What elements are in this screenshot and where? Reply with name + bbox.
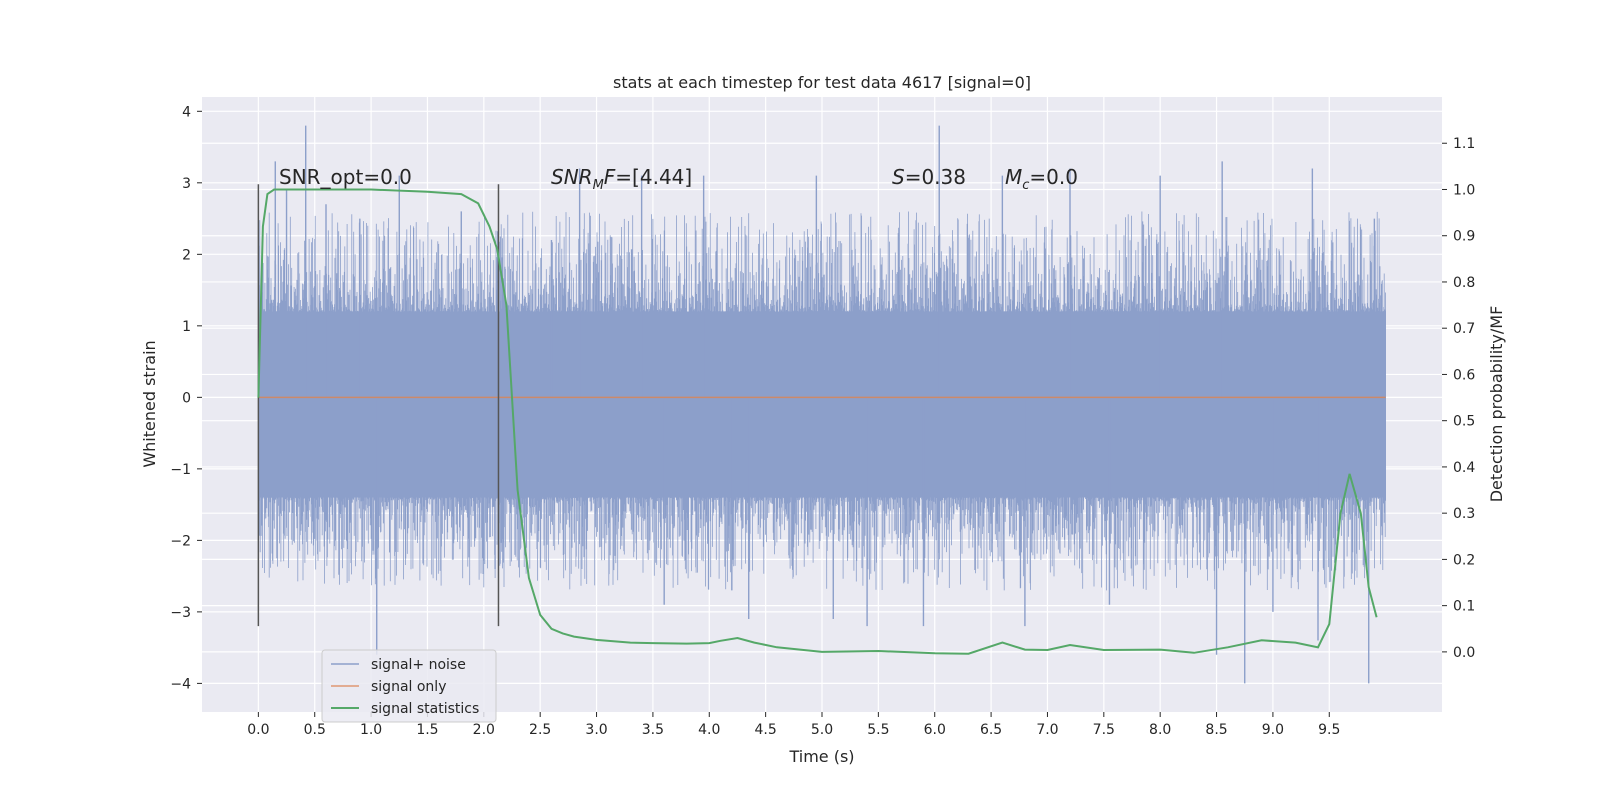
y-right-tick-label: 1.1 — [1453, 136, 1475, 152]
x-tick-label: 0.5 — [304, 722, 326, 738]
y-right-tick-label: 0.7 — [1453, 321, 1475, 337]
x-tick-label: 3.5 — [642, 722, 664, 738]
y-right-tick-label: 0.0 — [1453, 645, 1475, 661]
x-tick-label: 4.5 — [755, 722, 777, 738]
x-tick-label: 8.5 — [1205, 722, 1227, 738]
x-tick-label: 0.0 — [247, 722, 269, 738]
y-right-tick-label: 0.3 — [1453, 506, 1475, 522]
legend-box — [321, 649, 497, 723]
x-tick-label: 7.5 — [1093, 722, 1115, 738]
x-tick-label: 7.0 — [1036, 722, 1058, 738]
chart-title: stats at each timestep for test data 461… — [613, 73, 1031, 92]
data-layer — [257, 125, 1386, 684]
x-tick-label: 4.0 — [698, 722, 720, 738]
x-tick-label: 6.0 — [924, 722, 946, 738]
y-right-tick-label: 0.6 — [1453, 367, 1475, 383]
x-tick-label: 5.5 — [867, 722, 889, 738]
x-tick-label: 2.0 — [473, 722, 495, 738]
annotation-s: S=0.38 — [892, 165, 966, 189]
y-right-tick-label: 0.1 — [1453, 599, 1475, 615]
y-tick-label: 4 — [182, 104, 191, 120]
legend-label-signal-only: signal only — [371, 679, 446, 695]
x-axis-label: Time (s) — [788, 747, 854, 766]
y-tick-label: 3 — [182, 176, 191, 192]
y-right-tick-label: 0.5 — [1453, 414, 1475, 430]
annotation-mc: Mc=0.0 — [1005, 165, 1078, 193]
annotation-snr-mf-value: =[4.44] — [615, 165, 692, 189]
annotation-snr-mf-f: F — [604, 165, 616, 189]
y-axis-right-label: Detection probability/MF — [1487, 306, 1506, 503]
y-right-tick-label: 0.2 — [1453, 552, 1475, 568]
y-tick-label: −3 — [170, 605, 191, 621]
legend-label-signal-noise: signal+ noise — [371, 657, 466, 673]
x-tick-label: 1.5 — [416, 722, 438, 738]
x-tick-label: 5.0 — [811, 722, 833, 738]
y-tick-label: 2 — [182, 247, 191, 263]
x-tick-label: 3.0 — [585, 722, 607, 738]
y-tick-label: −1 — [170, 462, 191, 478]
y-right-tick-label: 0.4 — [1453, 460, 1475, 476]
y-tick-label: −4 — [170, 676, 191, 692]
annotation-snr-mf-subscript: M — [593, 178, 604, 193]
y-tick-label: 0 — [182, 390, 191, 406]
y-axis-label: Whitened strain — [140, 340, 159, 467]
x-tick-label: 8.0 — [1149, 722, 1171, 738]
annotation-mc-subscript: c — [1022, 178, 1029, 193]
x-tick-label: 9.5 — [1318, 722, 1340, 738]
x-tick-label: 2.5 — [529, 722, 551, 738]
tick-marks: 0.0 0.5 1.0 1.5 2.0 2.5 3.0 3.5 4.0 4.5 5.0 5.5 6.0 6… — [170, 104, 1475, 738]
y-tick-label: −2 — [170, 533, 191, 549]
x-tick-label: 1.0 — [360, 722, 382, 738]
signal-statistics-line — [257, 188, 1378, 655]
y-tick-label: 1 — [182, 319, 191, 335]
y-right-tick-label: 1.0 — [1453, 182, 1475, 198]
legend-label-signal-statistics: signal statistics — [371, 701, 479, 717]
annotation-snr-mf: SNRMF=[4.44] — [551, 165, 692, 193]
y-right-tick-label: 0.8 — [1453, 275, 1475, 291]
annotation-mc-symbol: M — [1005, 165, 1022, 189]
annotation-snr-mf-symbol: SNR — [551, 165, 593, 189]
annotation-mc-value: =0.0 — [1029, 165, 1078, 189]
annotation-s-symbol: S — [892, 165, 905, 189]
annotation-s-value: =0.38 — [905, 165, 966, 189]
x-tick-label: 6.5 — [980, 722, 1002, 738]
y-right-tick-label: 0.9 — [1453, 229, 1475, 245]
x-tick-label: 9.0 — [1262, 722, 1284, 738]
legend: signal+ noise signal only signal statist… — [321, 649, 497, 723]
annotation-snr-opt: SNR_opt=0.0 — [279, 165, 412, 189]
signal-noise-series — [258, 125, 1386, 684]
